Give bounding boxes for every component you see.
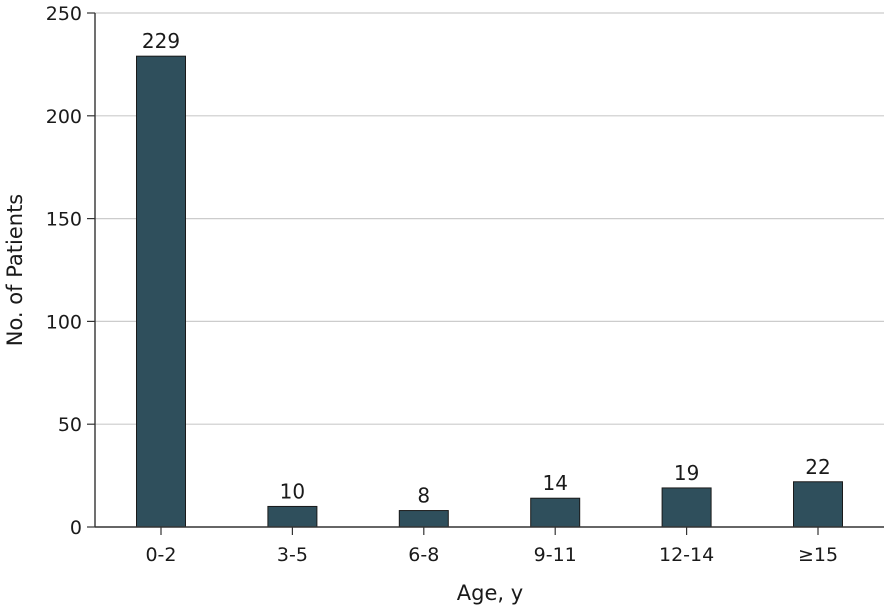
bar	[793, 481, 843, 528]
bar	[530, 497, 581, 528]
bar	[136, 55, 186, 528]
bar	[661, 487, 712, 528]
gridlines	[95, 12, 884, 425]
x-tick-label: ≥15	[798, 544, 838, 566]
x-tick-label: 3-5	[277, 544, 308, 566]
data-label: 8	[417, 484, 430, 508]
y-ticks: 0 50 100 150 200 250	[46, 3, 95, 539]
bar	[267, 505, 318, 528]
x-tick-label: 6-8	[408, 544, 439, 566]
x-tick-label: 12-14	[659, 544, 714, 566]
data-label: 10	[280, 479, 305, 503]
data-label: 14	[542, 471, 567, 495]
y-tick-label: 200	[46, 106, 82, 128]
y-tick-label: 50	[58, 414, 82, 436]
y-axis-label: No. of Patients	[3, 194, 27, 347]
bar	[398, 510, 449, 528]
data-label: 22	[805, 455, 830, 479]
data-label: 229	[142, 29, 180, 53]
x-ticks: 0-2 3-5 6-8 9-11 12-14 ≥15	[145, 527, 838, 566]
x-tick-label: 0-2	[145, 544, 176, 566]
x-axis-label: Age, y	[457, 581, 523, 605]
y-tick-label: 250	[46, 3, 82, 25]
y-tick-label: 0	[70, 517, 82, 539]
x-tick-label: 9-11	[534, 544, 577, 566]
y-tick-label: 150	[46, 209, 82, 231]
bars	[136, 55, 843, 528]
axes	[94, 13, 884, 528]
data-labels: 229 10 8 14 19 22	[142, 29, 831, 507]
data-label: 19	[674, 461, 699, 485]
y-tick-label: 100	[46, 311, 82, 333]
